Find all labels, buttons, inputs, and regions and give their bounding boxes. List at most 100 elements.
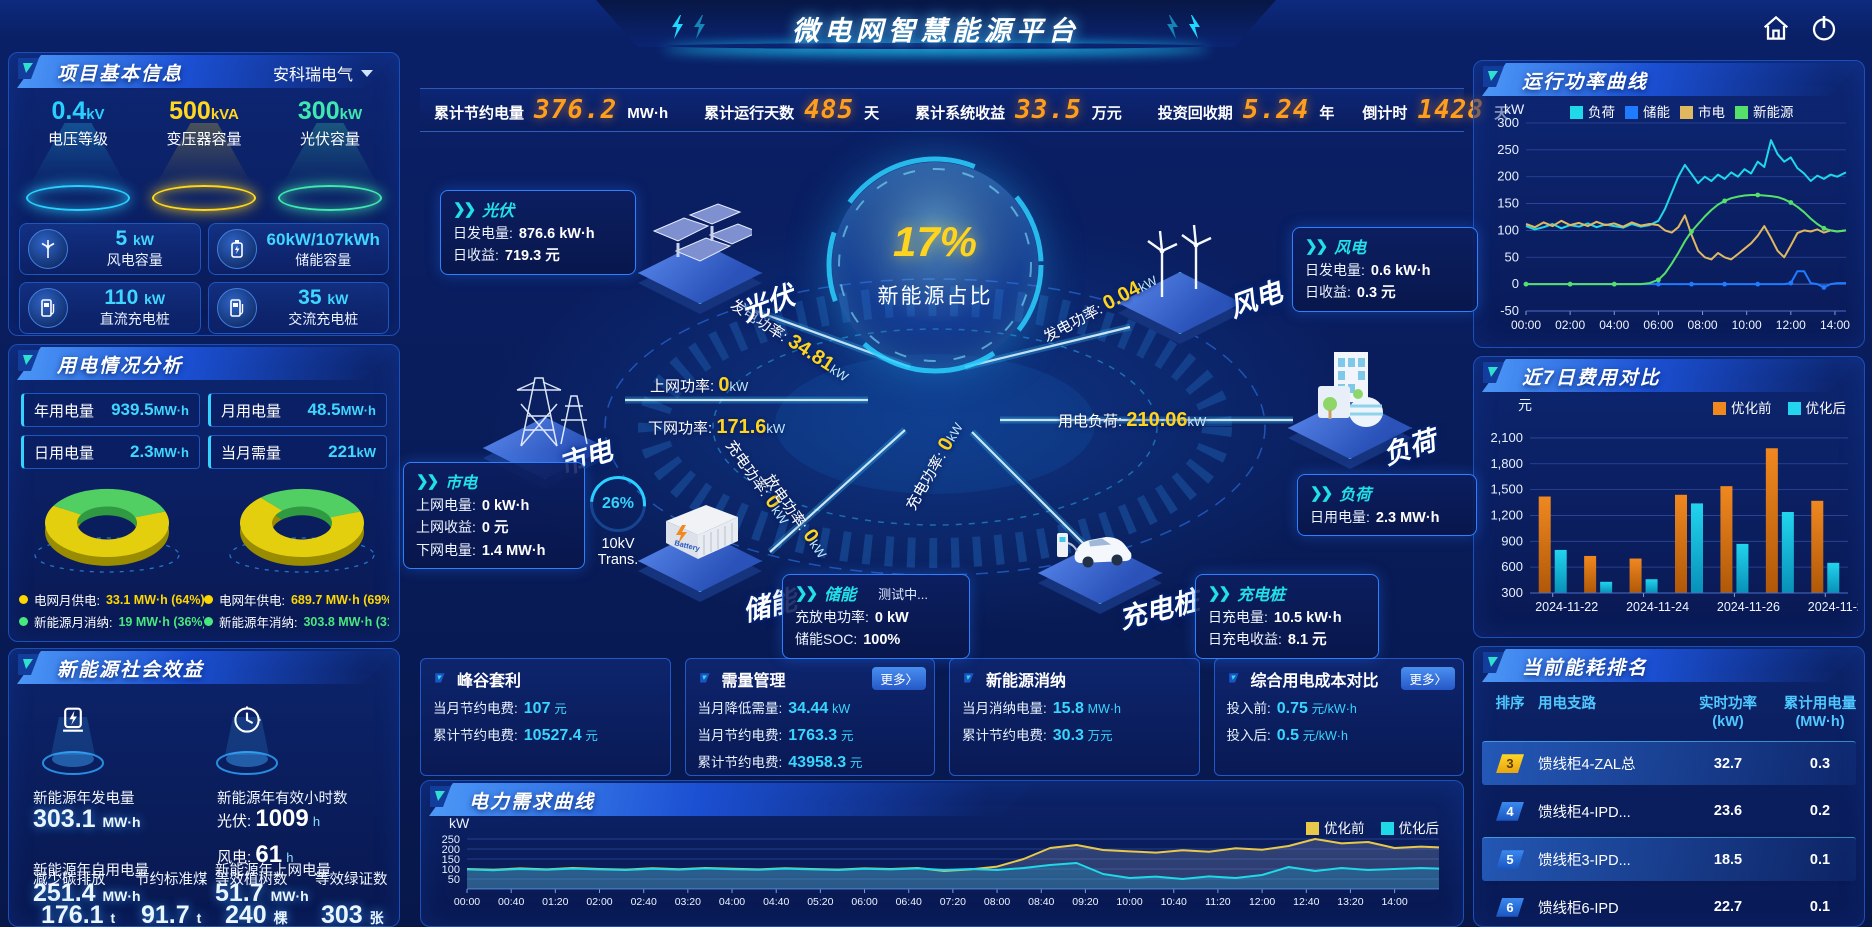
pedestal-icon bbox=[152, 185, 256, 211]
svg-text:600: 600 bbox=[1501, 559, 1523, 574]
kpi-label: 倒计时 bbox=[1362, 105, 1408, 122]
legend-swatch-icon bbox=[1570, 106, 1583, 119]
legend-label: 市电 bbox=[1698, 105, 1725, 120]
flow-grid-up: 上网功率: 0kW bbox=[650, 374, 748, 397]
panel-power-curve: 运行功率曲线 kW 负荷 储能 市电 新能源 300 250 200 150 100 50 0 -5… bbox=[1473, 60, 1865, 348]
flow-unit: kW bbox=[1187, 414, 1207, 429]
legend-dot-icon bbox=[19, 595, 28, 604]
panel-title: 电力需求曲线 bbox=[469, 792, 596, 813]
social-icon bbox=[35, 697, 111, 781]
svg-text:11:20: 11:20 bbox=[1205, 896, 1231, 908]
realtime-power: 22.7 bbox=[1713, 899, 1743, 916]
flow-load-power: 用电负荷: 210.06kW bbox=[1058, 409, 1206, 432]
table-row[interactable]: 5 馈线柜3-IPD... 18.5 0.1 bbox=[1482, 837, 1856, 882]
legend-label: 电网年供电: bbox=[219, 594, 285, 608]
company-selector[interactable]: 安科瑞电气 bbox=[273, 61, 373, 85]
benefit-row: 累计节约电费: 10527.4 元 bbox=[433, 727, 598, 745]
iso-platform-icon bbox=[1118, 270, 1242, 344]
callout-charger: ❯❯ 充电桩 日充电量: 10.5 kW·h 日充电收益: 8.1 元 bbox=[1195, 574, 1379, 659]
y-axis-unit: kW bbox=[1504, 101, 1525, 117]
spotlight-label: 光伏容量 bbox=[299, 131, 360, 148]
social-metric-label: 等效绿证数 bbox=[315, 872, 388, 888]
more-button[interactable]: 更多〉 bbox=[872, 667, 926, 690]
stat-label: 年用电量 bbox=[34, 402, 95, 420]
social-metric-label: 节约标准煤 bbox=[135, 872, 208, 888]
benefit-boxes: 峰谷套利 当月节约电费: 107 元累计节约电费: 10527.4 元 需量管理 更多〉当… bbox=[420, 658, 1464, 776]
legend-label: 优化前 bbox=[1731, 401, 1772, 416]
chevrons-right-icon: ❯❯ bbox=[416, 473, 439, 490]
benefit-row: 当月消纳电量: 15.8 MW·h bbox=[962, 700, 1121, 717]
building-icon bbox=[1300, 344, 1400, 437]
solar-panels-icon bbox=[648, 201, 760, 282]
spotlight-stat: 500kVA 变压器容量 bbox=[142, 97, 266, 215]
callout-pv: ❯❯ 光伏 日发电量: 876.6 kW·h 日收益: 719.3 元 bbox=[440, 190, 636, 275]
chart-legend: 负荷 储能 市电 新能源 bbox=[1570, 101, 1794, 121]
legend-value: 19 MW·h (36%) bbox=[118, 614, 204, 629]
home-icon[interactable] bbox=[1760, 12, 1792, 44]
svg-text:08:00: 08:00 bbox=[984, 896, 1010, 908]
flow-value: 171.6 bbox=[716, 416, 767, 438]
spotlight-label: 电压等级 bbox=[47, 131, 108, 148]
panel-header: 电力需求曲线 bbox=[421, 781, 1463, 819]
legend-swatch-icon bbox=[1735, 106, 1748, 119]
branch-name: 馈线柜4-IPD... bbox=[1538, 804, 1631, 821]
svg-text:2024-11-22: 2024-11-22 bbox=[1535, 600, 1598, 614]
legend-label: 新能源 bbox=[1753, 105, 1794, 120]
social-icon bbox=[209, 697, 285, 781]
svg-text:10:00: 10:00 bbox=[1732, 318, 1762, 332]
pedestal-icon bbox=[278, 185, 382, 211]
node-load bbox=[1280, 344, 1420, 469]
wind-farm-icon bbox=[1132, 215, 1228, 312]
usage-stat: 当月需量 221kW bbox=[208, 435, 387, 469]
node-storage: Battery bbox=[630, 480, 770, 602]
kpi-bar: 累计节约电量 376.2 MW·h 累计运行天数 485 天 累计系统收益 33.5 万元 投资回… bbox=[420, 88, 1509, 132]
spotlight-value: 0.4kV bbox=[51, 97, 105, 125]
kpi-item: 累计系统收益 33.5 万元 bbox=[901, 95, 1136, 125]
legend-item: 储能 bbox=[1625, 101, 1670, 121]
table-row[interactable]: 6 馈线柜6-IPD 22.7 0.1 bbox=[1482, 885, 1856, 926]
table-row[interactable]: 4 馈线柜4-IPD... 23.6 0.2 bbox=[1482, 789, 1856, 834]
svg-text:03:20: 03:20 bbox=[675, 896, 701, 908]
panel-social-benefit: 新能源社会效益 新能源年发电量 303.1 MW·h 新能源年有效小时数 光伏: 1… bbox=[8, 648, 400, 927]
callout-row: 日充电量: 10.5 kW·h bbox=[1208, 609, 1342, 626]
svg-text:13:20: 13:20 bbox=[1337, 896, 1363, 908]
panel-title: 项目基本信息 bbox=[57, 64, 184, 85]
more-button[interactable]: 更多〉 bbox=[1401, 667, 1455, 690]
node-wind bbox=[1110, 222, 1250, 344]
kpi-unit: 年 bbox=[1319, 105, 1335, 122]
legend-item: 新能源年消纳: 303.8 MW·h (31% bbox=[204, 612, 389, 631]
social-metric-value: 91.7 t bbox=[141, 901, 202, 927]
svg-text:1,200: 1,200 bbox=[1490, 507, 1523, 522]
corner-flag-icon bbox=[425, 781, 461, 817]
corner-flag-icon bbox=[964, 673, 974, 683]
lightning-icon bbox=[1164, 14, 1204, 40]
benefit-row: 投入前: 0.75 元/kW·h bbox=[1226, 700, 1357, 717]
svg-text:2,100: 2,100 bbox=[1490, 430, 1523, 445]
panel-header: 新能源社会效益 bbox=[9, 649, 399, 687]
capacity-card: 110 kW 直流充电桩 bbox=[19, 282, 201, 334]
svg-text:100: 100 bbox=[442, 864, 460, 876]
legend-swatch-icon bbox=[1787, 402, 1801, 415]
ev-charging-icon bbox=[1045, 507, 1155, 582]
page-title: 微电网智慧能源平台 bbox=[792, 16, 1080, 46]
chart-legend: 优化前 优化后 bbox=[1713, 397, 1846, 417]
table-row[interactable]: 3 馈线柜4-ZAL总 32.7 0.3 bbox=[1482, 741, 1856, 786]
legend-dot-icon bbox=[19, 617, 28, 626]
node-charger bbox=[1030, 492, 1170, 614]
legend-item: 优化前 bbox=[1306, 817, 1365, 837]
svg-text:150: 150 bbox=[1497, 196, 1519, 211]
svg-text:100: 100 bbox=[1497, 222, 1519, 237]
social-metric-label: 减少碳排放 bbox=[33, 872, 106, 888]
kpi-item: 累计运行天数 485 天 bbox=[690, 95, 893, 125]
svg-text:50: 50 bbox=[448, 874, 460, 886]
social-label: 新能源年发电量 bbox=[33, 791, 135, 807]
power-icon[interactable] bbox=[1808, 12, 1840, 44]
card-label: 交流充电桩 bbox=[288, 311, 359, 328]
panel-title: 当前能耗排名 bbox=[1522, 658, 1649, 679]
panel-header: 运行功率曲线 bbox=[1474, 61, 1864, 99]
panel-project-info: 项目基本信息 安科瑞电气 0.4kV 电压等级 500kVA 变压器容量 300kW 光伏… bbox=[8, 52, 400, 336]
svg-text:150: 150 bbox=[442, 854, 460, 866]
legend-item: 优化后 bbox=[1787, 397, 1846, 417]
company-selector-value: 安科瑞电气 bbox=[272, 67, 353, 84]
donut-chart bbox=[16, 473, 198, 590]
